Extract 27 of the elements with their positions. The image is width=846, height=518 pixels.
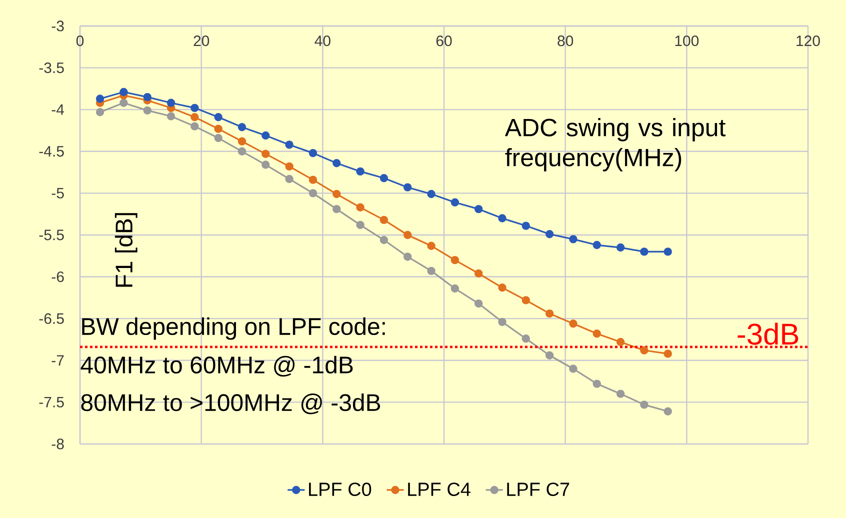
annotation: 80MHz to >100MHz @ -3dB	[81, 394, 380, 414]
annotation: 40MHz to 60MHz @ -1dB	[80, 356, 353, 377]
y-tick-label: -3	[52, 20, 64, 32]
x-tick-label: 100	[675, 36, 699, 46]
x-tick-label: 40	[314, 36, 330, 46]
y-tick-label: -4	[52, 104, 64, 115]
y-axis-title: F1 [dB]	[114, 213, 138, 287]
y-tick-label: -5	[52, 188, 64, 198]
legend-label: LPF C4	[408, 482, 470, 496]
x-tick-label: 120	[796, 36, 820, 46]
y-tick-label: -6	[52, 271, 64, 282]
x-tick-label: 60	[436, 36, 452, 46]
x-axis-title: ADC swing vs input frequency(MHz)	[504, 118, 726, 172]
y-tick-label: -4.5	[39, 146, 64, 157]
annotation: BW depending on LPF code:	[82, 317, 385, 340]
y-tick-label: -7.5	[39, 396, 64, 408]
x-tick-label: 0	[76, 36, 84, 46]
x-tick-label: 20	[194, 36, 210, 46]
ref-line-label: -3dB	[738, 322, 798, 345]
legend-label: LPF C7	[507, 482, 570, 496]
y-tick-label: -8	[52, 438, 64, 450]
x-tick-label: 80	[558, 36, 574, 46]
y-tick-label: -3.5	[39, 62, 64, 74]
legend-label: LPF C0	[309, 482, 372, 496]
y-tick-label: -7	[52, 355, 64, 366]
y-tick-label: -5.5	[39, 230, 64, 240]
y-tick-label: -6.5	[39, 313, 64, 324]
